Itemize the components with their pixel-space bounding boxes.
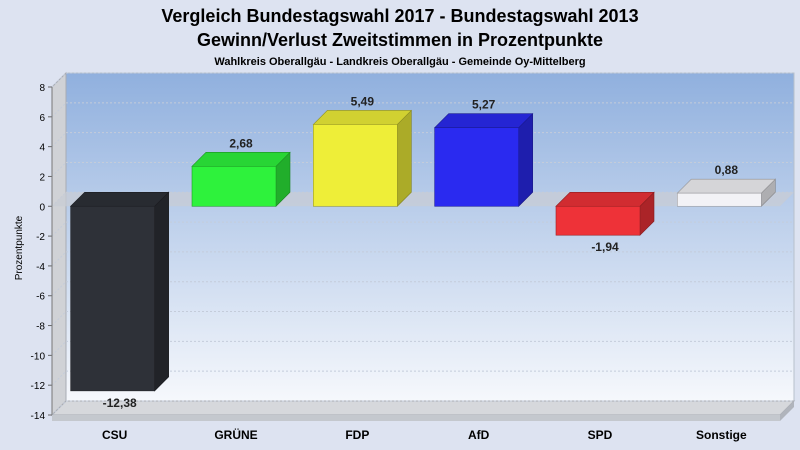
bar <box>677 192 762 207</box>
bar-top <box>69 191 170 207</box>
bar-side <box>397 109 412 207</box>
y-gridline-side <box>51 311 67 326</box>
y-tick-label: 0 <box>39 202 45 213</box>
data-label: 5,27 <box>472 98 496 112</box>
bar <box>70 205 155 392</box>
y-tick-label: 8 <box>39 83 45 94</box>
x-tick-label: SPD <box>588 428 613 442</box>
x-tick-label: AfD <box>468 428 490 442</box>
data-label: 5,49 <box>351 94 375 108</box>
y-tick-label: -2 <box>36 232 45 243</box>
x-tick-label: FDP <box>345 428 369 442</box>
bar <box>313 124 398 207</box>
y-tick-label: 6 <box>39 113 45 124</box>
y-gridline-side <box>51 251 67 267</box>
y-gridline-side <box>51 341 67 356</box>
data-label: 0,88 <box>715 163 739 177</box>
y-tick-label: -12 <box>31 381 46 392</box>
plot-back-wall <box>65 72 795 402</box>
plot-floor-edge-side <box>780 401 794 421</box>
plot-floor <box>50 400 796 416</box>
bar-top <box>191 152 291 167</box>
y-gridline-side <box>51 132 67 147</box>
bar-side <box>518 112 533 207</box>
y-gridline-side <box>51 370 67 386</box>
data-label: -12,38 <box>103 396 137 410</box>
y-tick-label: -14 <box>31 411 46 422</box>
plot-floor-edge <box>52 415 780 421</box>
bar-top <box>555 191 655 207</box>
y-tick-label: -8 <box>36 322 45 333</box>
chart-title: Vergleich Bundestagswahl 2017 - Bundesta… <box>161 6 638 26</box>
y-axis-label: Prozentpunkte <box>14 215 25 280</box>
y-tick-label: -4 <box>36 262 45 273</box>
y-gridline-side <box>51 162 67 177</box>
x-tick-label: Sonstige <box>696 428 747 442</box>
bar-top <box>676 178 777 194</box>
data-label: 2,68 <box>229 136 253 150</box>
bar-top <box>433 113 534 129</box>
bar <box>434 127 519 207</box>
bar <box>191 166 277 207</box>
x-tick-label: GRÜNE <box>214 427 257 442</box>
chart-title-line2: Gewinn/Verlust Zweitstimmen in Prozentpu… <box>197 30 603 50</box>
y-gridline-side <box>51 72 67 88</box>
bar-top <box>312 110 413 125</box>
y-tick-label: 4 <box>39 143 45 154</box>
y-tick-label: -6 <box>36 292 45 303</box>
data-label: -1,94 <box>591 240 619 254</box>
y-gridline-side <box>51 281 67 297</box>
chart-subtitle: Wahlkreis Oberallgäu - Landkreis Oberall… <box>214 56 585 68</box>
y-gridline-side <box>51 102 67 118</box>
y-gridline-side <box>51 400 67 416</box>
bar <box>555 205 641 236</box>
plot-side-wall <box>51 71 67 417</box>
plot-area: 8 6 4 2 0 -2 -4 -6 -8 -10 -12 -14 -12,38 CSU 2,68 GRÜNE… <box>31 71 796 442</box>
y-tick-label: -10 <box>31 351 46 362</box>
y-gridline-side <box>51 221 67 237</box>
bar-side <box>154 191 169 392</box>
x-tick-label: CSU <box>102 428 127 442</box>
y-tick-label: 2 <box>39 172 45 183</box>
